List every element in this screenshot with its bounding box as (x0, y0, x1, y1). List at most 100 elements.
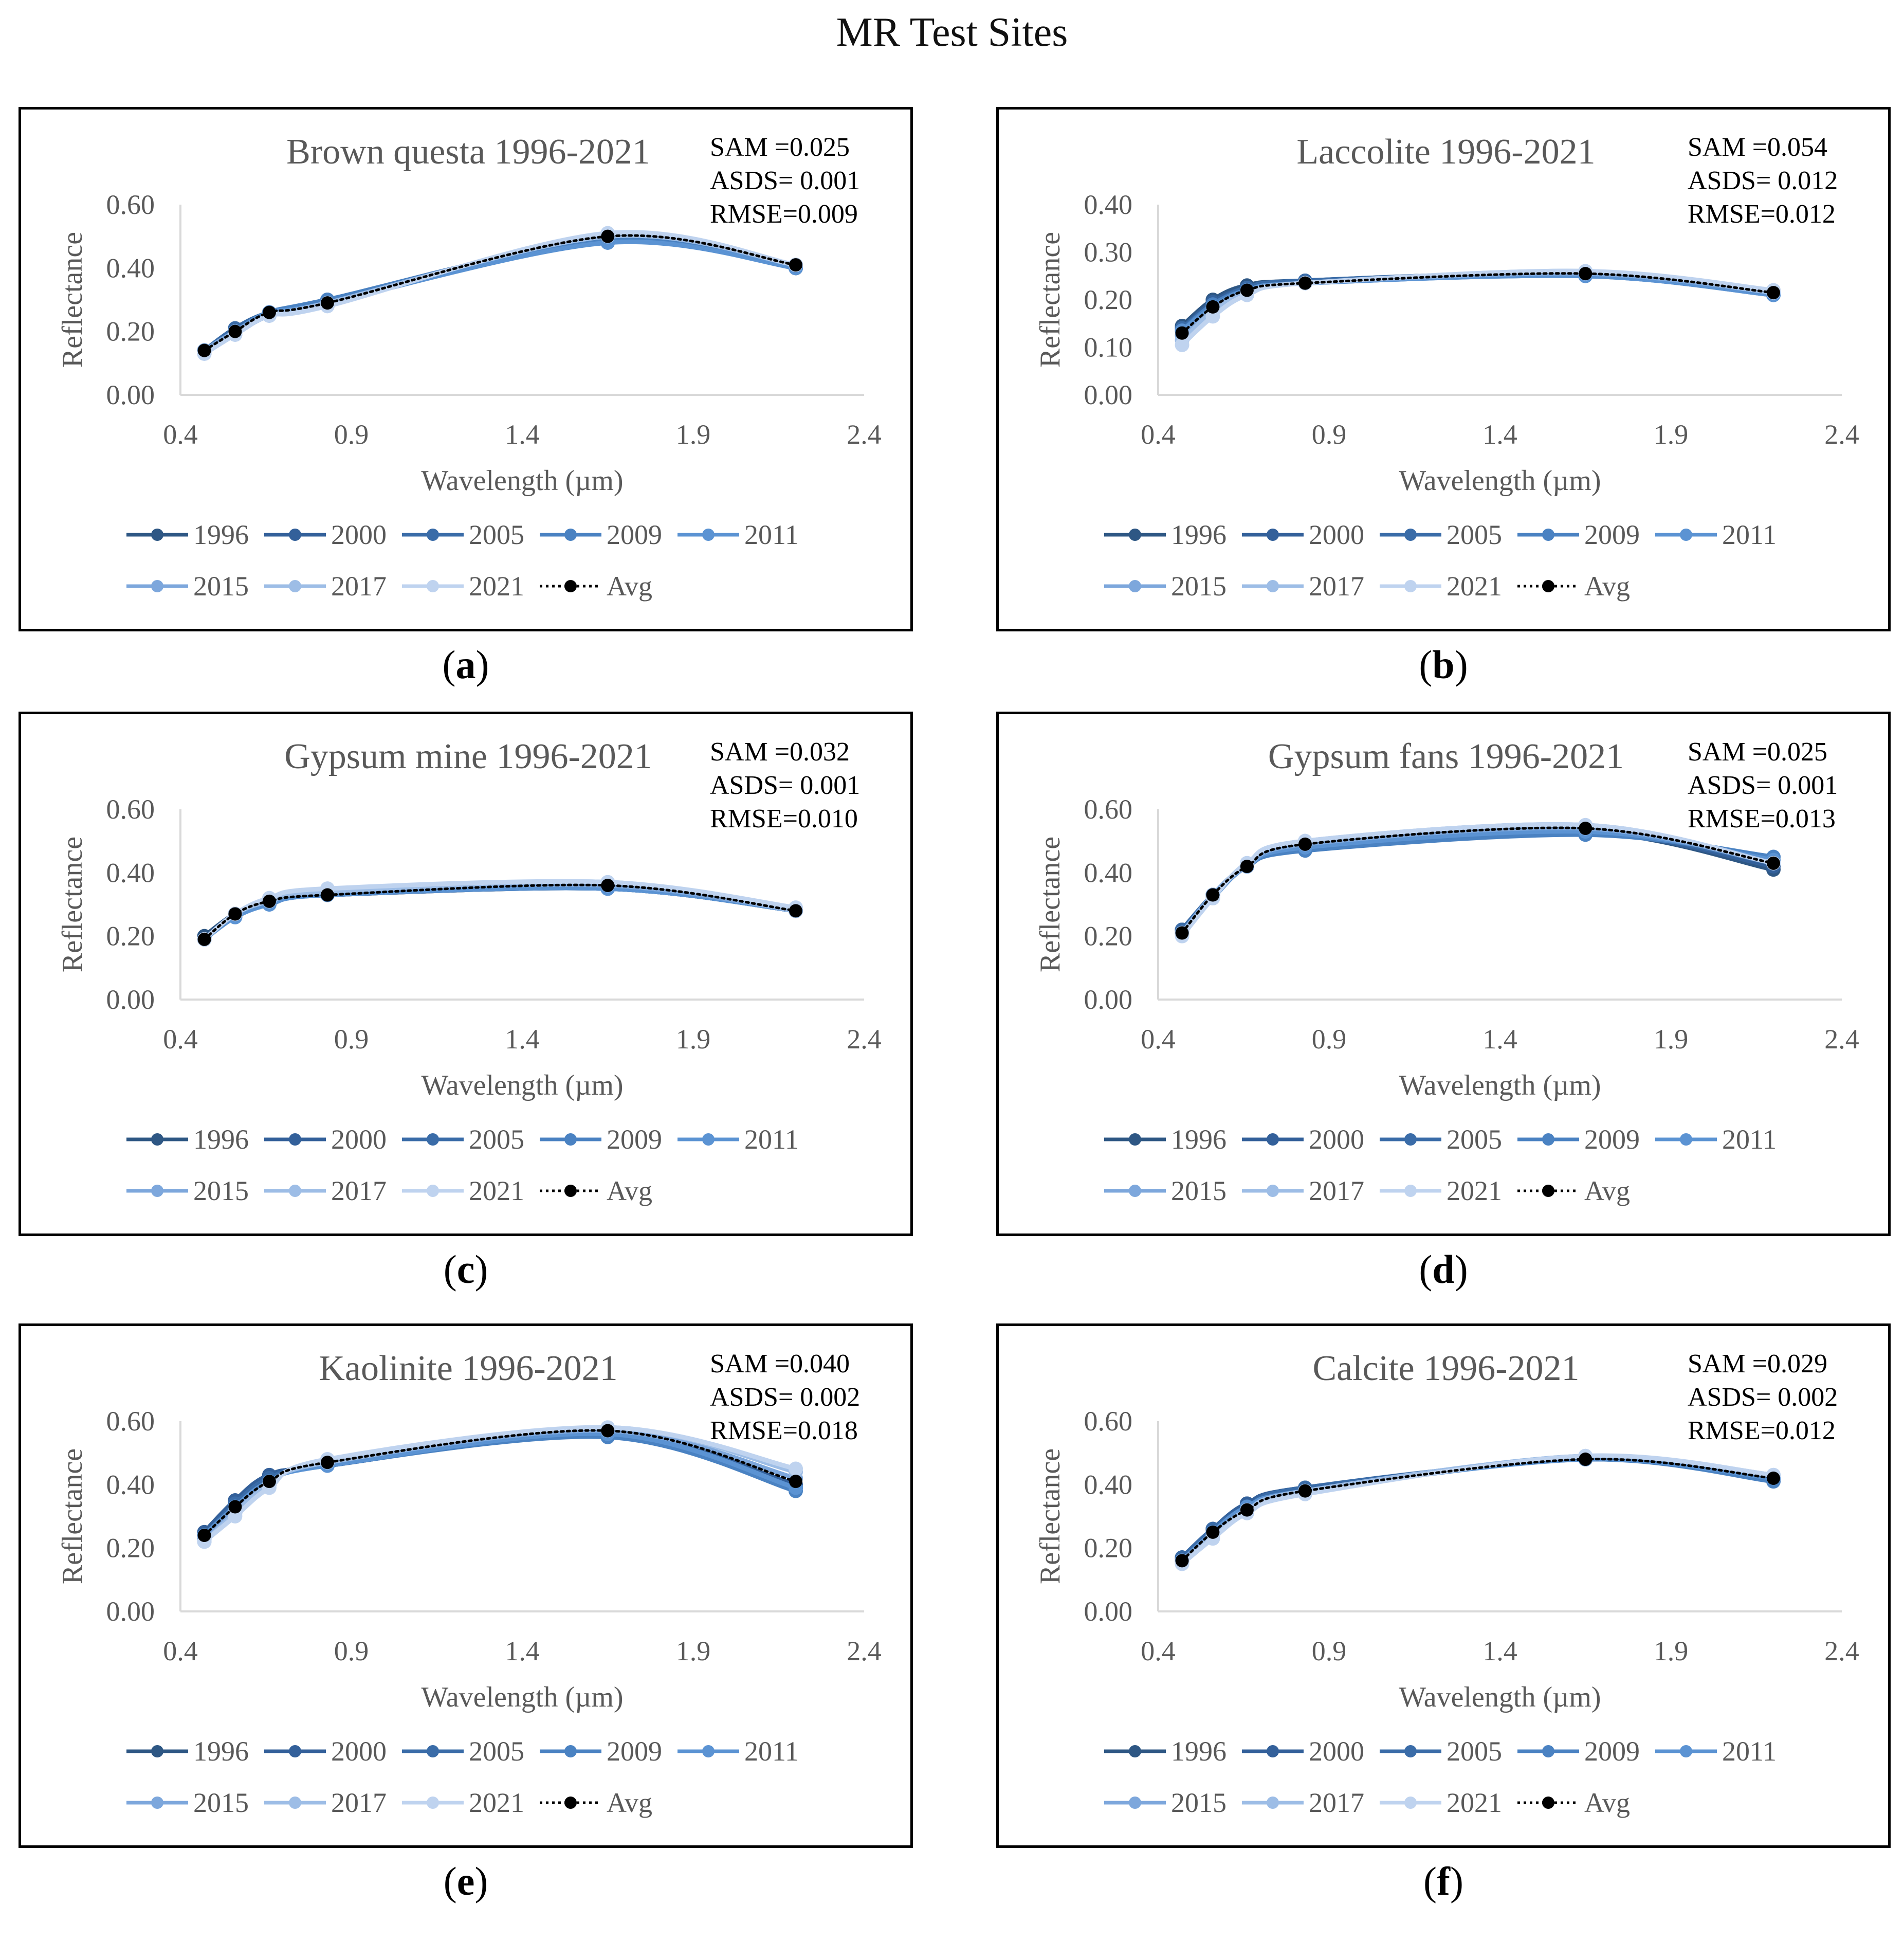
y-tick-label: 0.40 (106, 252, 155, 283)
legend-marker-2017 (289, 580, 301, 592)
legend-label-2005: 2005 (469, 1124, 524, 1155)
chart-title: Kaolinite 1996-2021 (319, 1349, 617, 1388)
legend-marker-2009 (1542, 1745, 1554, 1757)
legend-marker-2005 (1404, 1133, 1417, 1146)
legend-marker-Avg (564, 1185, 577, 1197)
legend-marker-Avg (564, 580, 577, 592)
data-point-Avg (197, 932, 211, 946)
stat-label: ASDS= 0.001 (710, 166, 860, 195)
legend-label-1996: 1996 (1171, 519, 1226, 550)
x-axis-label: Wavelength (µm) (1399, 465, 1601, 497)
legend-marker-2009 (564, 529, 577, 541)
legend-marker-2000 (1267, 1133, 1279, 1146)
legend-label-1996: 1996 (193, 1736, 249, 1767)
legend-label-2017: 2017 (1309, 571, 1364, 602)
data-point-Avg (1240, 283, 1254, 297)
legend-label-Avg: Avg (607, 571, 652, 602)
chart-svg-b: Laccolite 1996-2021 SAM =0.054 ASDS= 0.012… (1034, 132, 1859, 602)
x-tick-label: 1.9 (1654, 419, 1689, 450)
legend-marker-2015 (1129, 1797, 1141, 1809)
caption-f: (f) (1423, 1859, 1463, 1903)
stat-label: RMSE=0.009 (710, 199, 858, 229)
legend-marker-Avg (1542, 1797, 1554, 1809)
data-point-Avg (1298, 1484, 1312, 1498)
caption-b: (b) (1419, 642, 1468, 687)
chart-panel-c: Gypsum mine 1996-2021 SAM =0.032 ASDS= 0.0… (19, 712, 913, 1236)
legend-marker-2011 (1680, 529, 1692, 541)
series-line-1996 (1180, 1457, 1776, 1560)
legend-marker-2000 (1267, 1745, 1279, 1757)
series-line-Avg (203, 234, 797, 352)
data-point-Avg (601, 229, 615, 243)
data-point-Avg (1175, 926, 1189, 940)
series-line-2017 (1180, 1453, 1776, 1566)
x-tick-label: 1.4 (1482, 1636, 1517, 1666)
caption-c: (c) (443, 1247, 488, 1292)
legend-label-2021: 2021 (1447, 1175, 1502, 1206)
legend-marker-Avg (564, 1797, 577, 1809)
legend-marker-2005 (1404, 1745, 1417, 1757)
legend-label-2021: 2021 (469, 1175, 524, 1206)
legend-label-2000: 2000 (1309, 1736, 1364, 1767)
legend-label-2015: 2015 (1171, 1787, 1226, 1818)
y-tick-label: 0.20 (106, 921, 155, 952)
stat-label: ASDS= 0.001 (710, 771, 860, 800)
legend-label-Avg: Avg (1584, 1787, 1630, 1818)
legend-marker-2015 (151, 580, 163, 592)
x-tick-label: 0.4 (163, 419, 198, 450)
data-point-2021 (1175, 337, 1189, 352)
legend-label-2011: 2011 (1722, 519, 1777, 550)
data-point-Avg (789, 904, 802, 918)
legend-marker-2009 (564, 1133, 577, 1146)
data-point-Avg (1206, 300, 1220, 314)
chart-svg-a: Brown questa 1996-2021 SAM =0.025 ASDS= 0.… (57, 132, 882, 602)
legend-label-2005: 2005 (1447, 1124, 1502, 1155)
legend-marker-2015 (1129, 580, 1141, 592)
x-tick-label: 0.9 (1312, 419, 1347, 450)
y-tick-label: 0.00 (106, 984, 155, 1015)
stat-label: RMSE=0.018 (710, 1416, 858, 1445)
series-line-2021 (202, 230, 798, 356)
legend-marker-2011 (1680, 1133, 1692, 1146)
x-tick-label: 1.9 (1654, 1636, 1689, 1666)
legend-label-1996: 1996 (193, 519, 249, 550)
series-line-2011 (1180, 1457, 1776, 1563)
legend-marker-Avg (1542, 1185, 1554, 1197)
y-tick-label: 0.20 (106, 316, 155, 347)
stat-label: ASDS= 0.002 (1688, 1383, 1838, 1412)
data-point-Avg (197, 1529, 211, 1542)
series-line-2015 (1180, 1453, 1776, 1563)
x-tick-label: 2.4 (1824, 1636, 1859, 1666)
x-tick-label: 1.4 (1482, 1024, 1517, 1055)
data-point-Avg (601, 879, 615, 892)
legend-label-2005: 2005 (1447, 519, 1502, 550)
series-line-2000 (1180, 1457, 1776, 1560)
data-point-Avg (262, 305, 276, 319)
legend-label-2011: 2011 (744, 519, 799, 550)
legend-marker-2021 (427, 580, 439, 592)
data-point-Avg (262, 1475, 276, 1489)
stat-label: SAM =0.054 (1688, 133, 1827, 162)
chart-svg-c: Gypsum mine 1996-2021 SAM =0.032 ASDS= 0.0… (57, 737, 882, 1206)
y-tick-label: 0.60 (1084, 1406, 1133, 1437)
legend-marker-1996 (151, 1133, 163, 1146)
legend-label-2005: 2005 (469, 519, 524, 550)
y-axis-label: Reflectance (1034, 232, 1066, 368)
legend-label-2009: 2009 (607, 1736, 662, 1767)
legend-label-2017: 2017 (1309, 1175, 1364, 1206)
legend-marker-2009 (1542, 529, 1554, 541)
x-tick-label: 1.9 (676, 419, 711, 450)
series-line-Avg (1181, 826, 1775, 934)
x-tick-label: 1.4 (505, 1636, 540, 1666)
data-point-Avg (1298, 276, 1312, 290)
chart-title: Laccolite 1996-2021 (1296, 132, 1595, 172)
legend-label-2000: 2000 (1309, 519, 1364, 550)
chart-title: Gypsum fans 1996-2021 (1268, 737, 1624, 776)
legend-marker-2005 (427, 1133, 439, 1146)
legend-label-Avg: Avg (1584, 1175, 1630, 1206)
stat-label: ASDS= 0.012 (1688, 166, 1838, 195)
x-axis-label: Wavelength (µm) (1399, 1681, 1601, 1713)
legend-marker-2017 (289, 1797, 301, 1809)
legend-label-Avg: Avg (1584, 571, 1630, 602)
chart-panel-f: Calcite 1996-2021 SAM =0.029 ASDS= 0.002 RM… (996, 1323, 1891, 1848)
